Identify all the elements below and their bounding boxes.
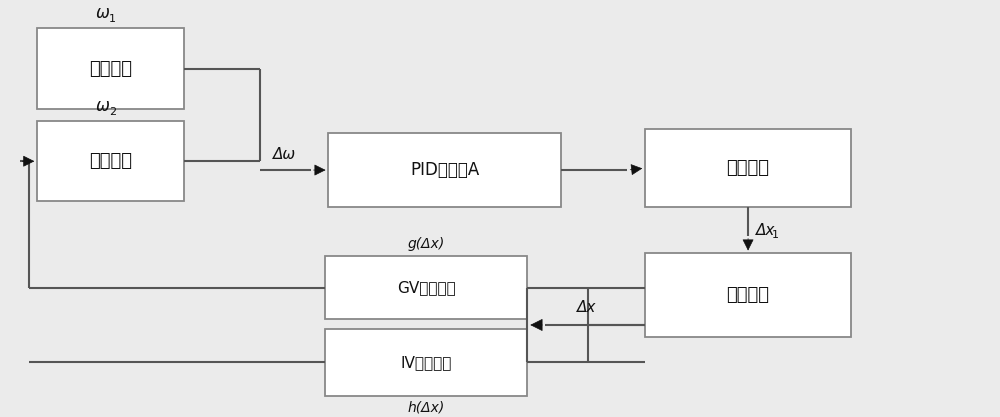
Bar (37, 121, 184, 201)
Text: 速率限制: 速率限制 (727, 286, 770, 304)
Text: 1: 1 (109, 14, 116, 24)
Bar (325, 329, 527, 396)
Bar (37, 28, 184, 109)
Text: IV阀位函数: IV阀位函数 (401, 355, 452, 370)
Text: 综合阀位: 综合阀位 (727, 159, 770, 177)
Text: GV阀位函数: GV阀位函数 (397, 280, 456, 295)
Bar (645, 129, 851, 207)
Bar (325, 256, 527, 319)
Text: ω: ω (96, 97, 110, 115)
Text: 实际转速: 实际转速 (89, 152, 132, 170)
Text: Δx: Δx (756, 223, 775, 238)
Text: ω: ω (96, 4, 110, 22)
Text: 2: 2 (109, 107, 116, 117)
Text: PID控制器A: PID控制器A (410, 161, 479, 179)
Bar (328, 133, 561, 207)
Bar (645, 254, 851, 337)
Text: Δx: Δx (577, 300, 596, 315)
Text: 1: 1 (772, 230, 779, 240)
Text: h(Δx): h(Δx) (408, 400, 445, 414)
Text: g(Δx): g(Δx) (408, 237, 445, 251)
Text: 设定转速: 设定转速 (89, 60, 132, 78)
Text: Δω: Δω (273, 147, 296, 162)
